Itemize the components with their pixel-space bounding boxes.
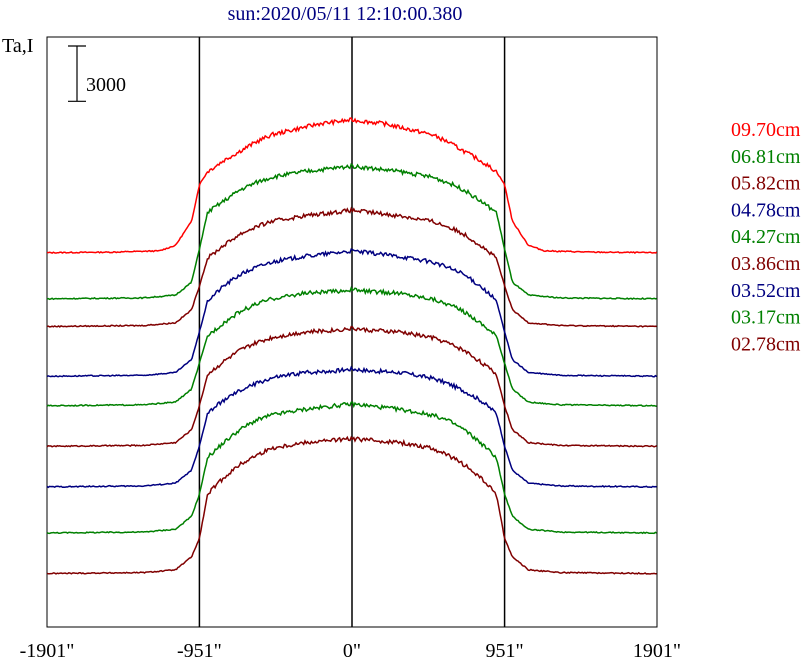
series-line-03.52cm bbox=[46, 365, 657, 489]
legend-entry-03.86cm: 03.86cm bbox=[731, 253, 801, 275]
x-tick-label-2: 0" bbox=[343, 640, 361, 662]
x-tick-label-1: -951" bbox=[177, 640, 222, 662]
reference-lines bbox=[198, 37, 506, 627]
series-lines bbox=[46, 117, 658, 575]
legend-entry-04.27cm: 04.27cm bbox=[731, 226, 801, 248]
scale-bar-label: 3000 bbox=[86, 74, 126, 96]
series-line-02.78cm bbox=[46, 435, 657, 575]
legend-entry-09.70cm: 09.70cm bbox=[731, 119, 801, 141]
x-tick-label-0: -1901" bbox=[20, 640, 75, 662]
series-line-04.27cm bbox=[46, 286, 657, 407]
x-tick-label-3: 951" bbox=[485, 640, 523, 662]
chart-title: sun:2020/05/11 12:10:00.380 bbox=[228, 3, 463, 25]
series-line-09.70cm bbox=[46, 117, 658, 254]
y-axis-label: Ta,I bbox=[2, 35, 33, 57]
series-line-05.82cm bbox=[46, 206, 657, 328]
series-line-03.86cm bbox=[46, 325, 657, 448]
legend-entry-03.52cm: 03.52cm bbox=[731, 280, 801, 302]
legend-entry-03.17cm: 03.17cm bbox=[731, 307, 801, 329]
legend-entry-06.81cm: 06.81cm bbox=[731, 146, 801, 168]
series-line-06.81cm bbox=[46, 162, 657, 301]
legend-entry-05.82cm: 05.82cm bbox=[731, 173, 801, 195]
legend-entry-02.78cm: 02.78cm bbox=[731, 333, 801, 355]
x-tick-labels: -1901" -951" 0" 951" 1901" bbox=[20, 640, 682, 662]
series-line-03.17cm bbox=[46, 401, 658, 535]
x-tick-label-4: 1901" bbox=[633, 640, 681, 662]
legend-entry-04.78cm: 04.78cm bbox=[731, 199, 801, 221]
legend: 09.70cm 06.81cm 05.82cm 04.78cm 04.27cm 03.86… bbox=[731, 119, 801, 355]
scale-bar bbox=[68, 45, 86, 102]
series-line-04.78cm bbox=[46, 248, 658, 378]
